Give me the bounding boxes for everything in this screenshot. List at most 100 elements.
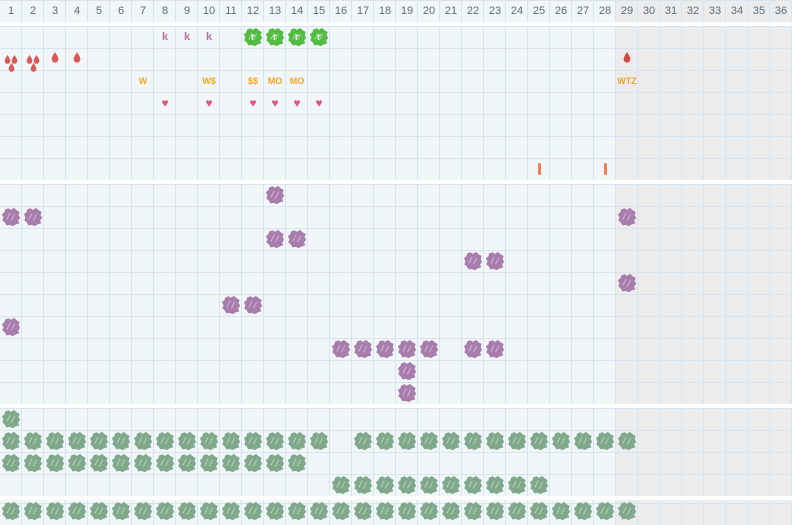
grid-cell-w23[interactable] bbox=[484, 474, 506, 496]
grid-cell-w25[interactable] bbox=[528, 430, 550, 452]
grid-cell-w5[interactable] bbox=[88, 430, 110, 452]
grid-cell-w2[interactable] bbox=[22, 48, 44, 72]
grid-cell-w6[interactable] bbox=[110, 452, 132, 474]
grid-cell-w10[interactable]: k bbox=[198, 26, 220, 48]
grid-cell-w8[interactable]: k bbox=[154, 26, 176, 48]
grid-cell-w16[interactable] bbox=[330, 500, 352, 522]
grid-cell-w24[interactable] bbox=[506, 500, 528, 522]
grid-cell-w25[interactable] bbox=[528, 500, 550, 522]
grid-cell-w11[interactable] bbox=[220, 500, 242, 522]
grid-cell-w18[interactable] bbox=[374, 474, 396, 496]
grid-cell-w3[interactable] bbox=[44, 452, 66, 474]
grid-cell-w21[interactable] bbox=[440, 430, 462, 452]
grid-cell-w14[interactable] bbox=[286, 500, 308, 522]
grid-cell-w7[interactable] bbox=[132, 430, 154, 452]
grid-cell-w5[interactable] bbox=[88, 500, 110, 522]
grid-cell-w29[interactable] bbox=[616, 272, 638, 294]
grid-cell-w9[interactable] bbox=[176, 430, 198, 452]
grid-cell-w10[interactable] bbox=[198, 452, 220, 474]
grid-cell-w9[interactable] bbox=[176, 500, 198, 522]
grid-cell-w7[interactable] bbox=[132, 452, 154, 474]
grid-cell-w5[interactable] bbox=[88, 452, 110, 474]
grid-cell-w12[interactable] bbox=[242, 500, 264, 522]
grid-cell-w16[interactable] bbox=[330, 338, 352, 360]
grid-cell-w8[interactable] bbox=[154, 452, 176, 474]
grid-cell-w13[interactable]: r bbox=[264, 26, 286, 48]
grid-cell-w27[interactable] bbox=[572, 430, 594, 452]
grid-cell-w8[interactable] bbox=[154, 430, 176, 452]
grid-cell-w13[interactable]: ♥ bbox=[264, 92, 286, 114]
grid-cell-w10[interactable]: ♥ bbox=[198, 92, 220, 114]
grid-cell-w6[interactable] bbox=[110, 430, 132, 452]
grid-cell-w1[interactable] bbox=[0, 316, 22, 338]
grid-cell-w19[interactable] bbox=[396, 338, 418, 360]
grid-cell-w17[interactable] bbox=[352, 500, 374, 522]
grid-cell-w20[interactable] bbox=[418, 474, 440, 496]
grid-cell-w17[interactable] bbox=[352, 338, 374, 360]
grid-cell-w16[interactable] bbox=[330, 474, 352, 496]
grid-cell-w4[interactable] bbox=[66, 48, 88, 70]
grid-cell-w22[interactable] bbox=[462, 474, 484, 496]
grid-cell-w1[interactable] bbox=[0, 48, 22, 72]
grid-cell-w13[interactable] bbox=[264, 430, 286, 452]
grid-cell-w3[interactable] bbox=[44, 48, 66, 70]
grid-cell-w12[interactable] bbox=[242, 452, 264, 474]
grid-cell-w4[interactable] bbox=[66, 452, 88, 474]
grid-cell-w1[interactable] bbox=[0, 500, 22, 522]
grid-cell-w13[interactable] bbox=[264, 500, 286, 522]
grid-cell-w22[interactable] bbox=[462, 500, 484, 522]
grid-cell-w15[interactable] bbox=[308, 500, 330, 522]
grid-cell-w11[interactable] bbox=[220, 294, 242, 316]
grid-cell-w7[interactable] bbox=[132, 500, 154, 522]
grid-cell-w25[interactable] bbox=[528, 474, 550, 496]
grid-cell-w1[interactable] bbox=[0, 430, 22, 452]
grid-cell-w21[interactable] bbox=[440, 474, 462, 496]
grid-cell-w12[interactable]: $$ bbox=[242, 70, 264, 92]
grid-cell-w29[interactable] bbox=[616, 206, 638, 228]
grid-cell-w2[interactable] bbox=[22, 430, 44, 452]
grid-cell-w13[interactable] bbox=[264, 452, 286, 474]
grid-cell-w20[interactable] bbox=[418, 338, 440, 360]
grid-cell-w15[interactable] bbox=[308, 430, 330, 452]
grid-cell-w15[interactable]: r bbox=[308, 26, 330, 48]
grid-cell-w19[interactable] bbox=[396, 430, 418, 452]
grid-cell-w26[interactable] bbox=[550, 500, 572, 522]
grid-cell-w2[interactable] bbox=[22, 206, 44, 228]
grid-cell-w10[interactable]: W$ bbox=[198, 70, 220, 92]
grid-cell-w4[interactable] bbox=[66, 430, 88, 452]
grid-cell-w21[interactable] bbox=[440, 500, 462, 522]
grid-cell-w12[interactable]: r bbox=[242, 26, 264, 48]
grid-cell-w23[interactable] bbox=[484, 250, 506, 272]
grid-cell-w14[interactable] bbox=[286, 452, 308, 474]
grid-cell-w1[interactable] bbox=[0, 452, 22, 474]
grid-cell-w9[interactable] bbox=[176, 452, 198, 474]
grid-cell-w10[interactable] bbox=[198, 430, 220, 452]
grid-cell-w12[interactable] bbox=[242, 430, 264, 452]
grid-cell-w13[interactable] bbox=[264, 228, 286, 250]
grid-cell-w6[interactable] bbox=[110, 500, 132, 522]
grid-cell-w18[interactable] bbox=[374, 338, 396, 360]
grid-cell-w2[interactable] bbox=[22, 500, 44, 522]
grid-cell-w3[interactable] bbox=[44, 500, 66, 522]
grid-cell-w20[interactable] bbox=[418, 500, 440, 522]
grid-cell-w14[interactable]: r bbox=[286, 26, 308, 48]
grid-cell-w23[interactable] bbox=[484, 338, 506, 360]
grid-cell-w3[interactable] bbox=[44, 430, 66, 452]
grid-cell-w4[interactable] bbox=[66, 500, 88, 522]
grid-cell-w17[interactable] bbox=[352, 430, 374, 452]
grid-cell-w22[interactable] bbox=[462, 338, 484, 360]
grid-cell-w13[interactable]: MO bbox=[264, 70, 286, 92]
grid-cell-w15[interactable]: ♥ bbox=[308, 92, 330, 114]
grid-cell-w12[interactable] bbox=[242, 294, 264, 316]
grid-cell-w14[interactable] bbox=[286, 228, 308, 250]
grid-cell-w8[interactable] bbox=[154, 500, 176, 522]
grid-cell-w28[interactable] bbox=[594, 430, 616, 452]
grid-cell-w29[interactable] bbox=[616, 430, 638, 452]
grid-cell-w18[interactable] bbox=[374, 500, 396, 522]
grid-cell-w14[interactable] bbox=[286, 430, 308, 452]
grid-cell-w29[interactable] bbox=[616, 500, 638, 522]
grid-cell-w19[interactable] bbox=[396, 360, 418, 382]
grid-cell-w25[interactable] bbox=[528, 158, 550, 180]
grid-cell-w19[interactable] bbox=[396, 382, 418, 404]
grid-cell-w9[interactable]: k bbox=[176, 26, 198, 48]
